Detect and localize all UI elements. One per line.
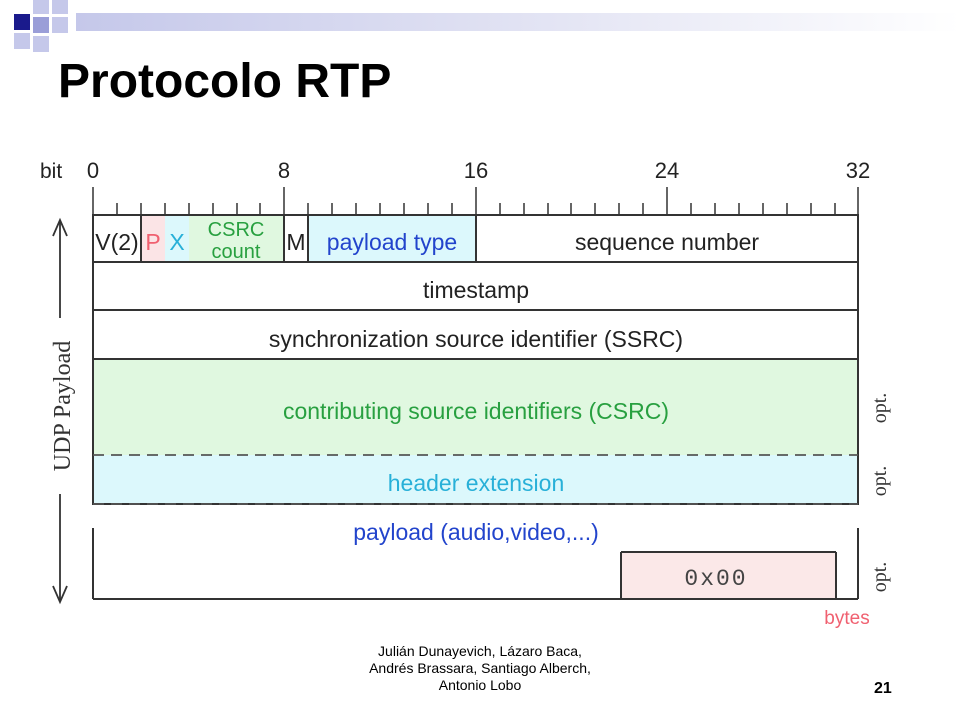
footer-line: Andrés Brassara, Santiago Alberch, [369,660,591,676]
bit-tick-label: 16 [464,158,488,183]
opt-label-csrc: opt. [869,393,891,424]
field-payload-label: payload (audio,video,...) [353,519,599,545]
field-csrc-count [189,215,284,262]
field-padding-flag [141,215,165,262]
opt-label-extension: opt. [869,466,891,497]
side-label-background [40,318,80,494]
decorative-square-light [33,36,49,52]
field-ssrc-label: synchronization source identifier (SSRC) [269,326,683,352]
field-csrc-count-label-line2: count [212,241,261,263]
decorative-square-light [14,33,30,49]
field-marker-label: M [286,229,305,255]
bit-tick-label: 24 [655,158,679,183]
footer-line: Julián Dunayevich, Lázaro Baca, [378,643,582,659]
decorative-square-light [52,0,68,14]
field-csrc-label: contributing source identifiers (CSRC) [283,398,669,424]
csrc-section [93,359,858,455]
padding-bytes-label: 0x00 [684,566,747,592]
field-extension-label: X [169,229,184,255]
field-sequence-number-label: sequence number [575,229,759,255]
field-timestamp-label: timestamp [423,277,529,303]
bit-tick-label: 0 [87,158,99,183]
bit-axis-label: bit [40,160,62,183]
udp-payload-label: UDP Payload [50,341,76,471]
slide-number: 21 [874,680,892,697]
slide-title: Protocolo RTP [58,55,392,108]
bit-tick-label: 8 [278,158,290,183]
bytes-label: bytes [824,608,869,629]
footer-authors: Julián Dunayevich, Lázaro Baca, Andrés B… [320,643,640,694]
decorative-square-navy [14,14,30,30]
bit-tick-label: 32 [846,158,870,183]
decorative-square-light [33,0,49,14]
field-padding-label: P [145,229,160,255]
bit-tick-marks [92,187,859,215]
field-extension-flag [165,215,189,262]
payload-outline [92,528,859,600]
field-csrc-count-label-line1: CSRC [208,219,265,241]
field-version-label: V(2) [95,229,138,255]
field-payload-type-label: payload type [327,229,457,255]
decorative-square-mid [33,17,49,33]
footer-line: Antonio Lobo [438,677,522,693]
padding-bytes-box [621,552,836,599]
header-extension-section [93,455,858,504]
rtp-header-diagram: bit 0 8 16 24 32 [40,158,891,629]
field-header-extension-label: header extension [388,470,564,496]
field-payload-type [308,215,476,262]
decorative-square-mid [52,17,68,33]
opt-label-padding: opt. [869,562,891,593]
header-gradient-bar [76,13,960,31]
